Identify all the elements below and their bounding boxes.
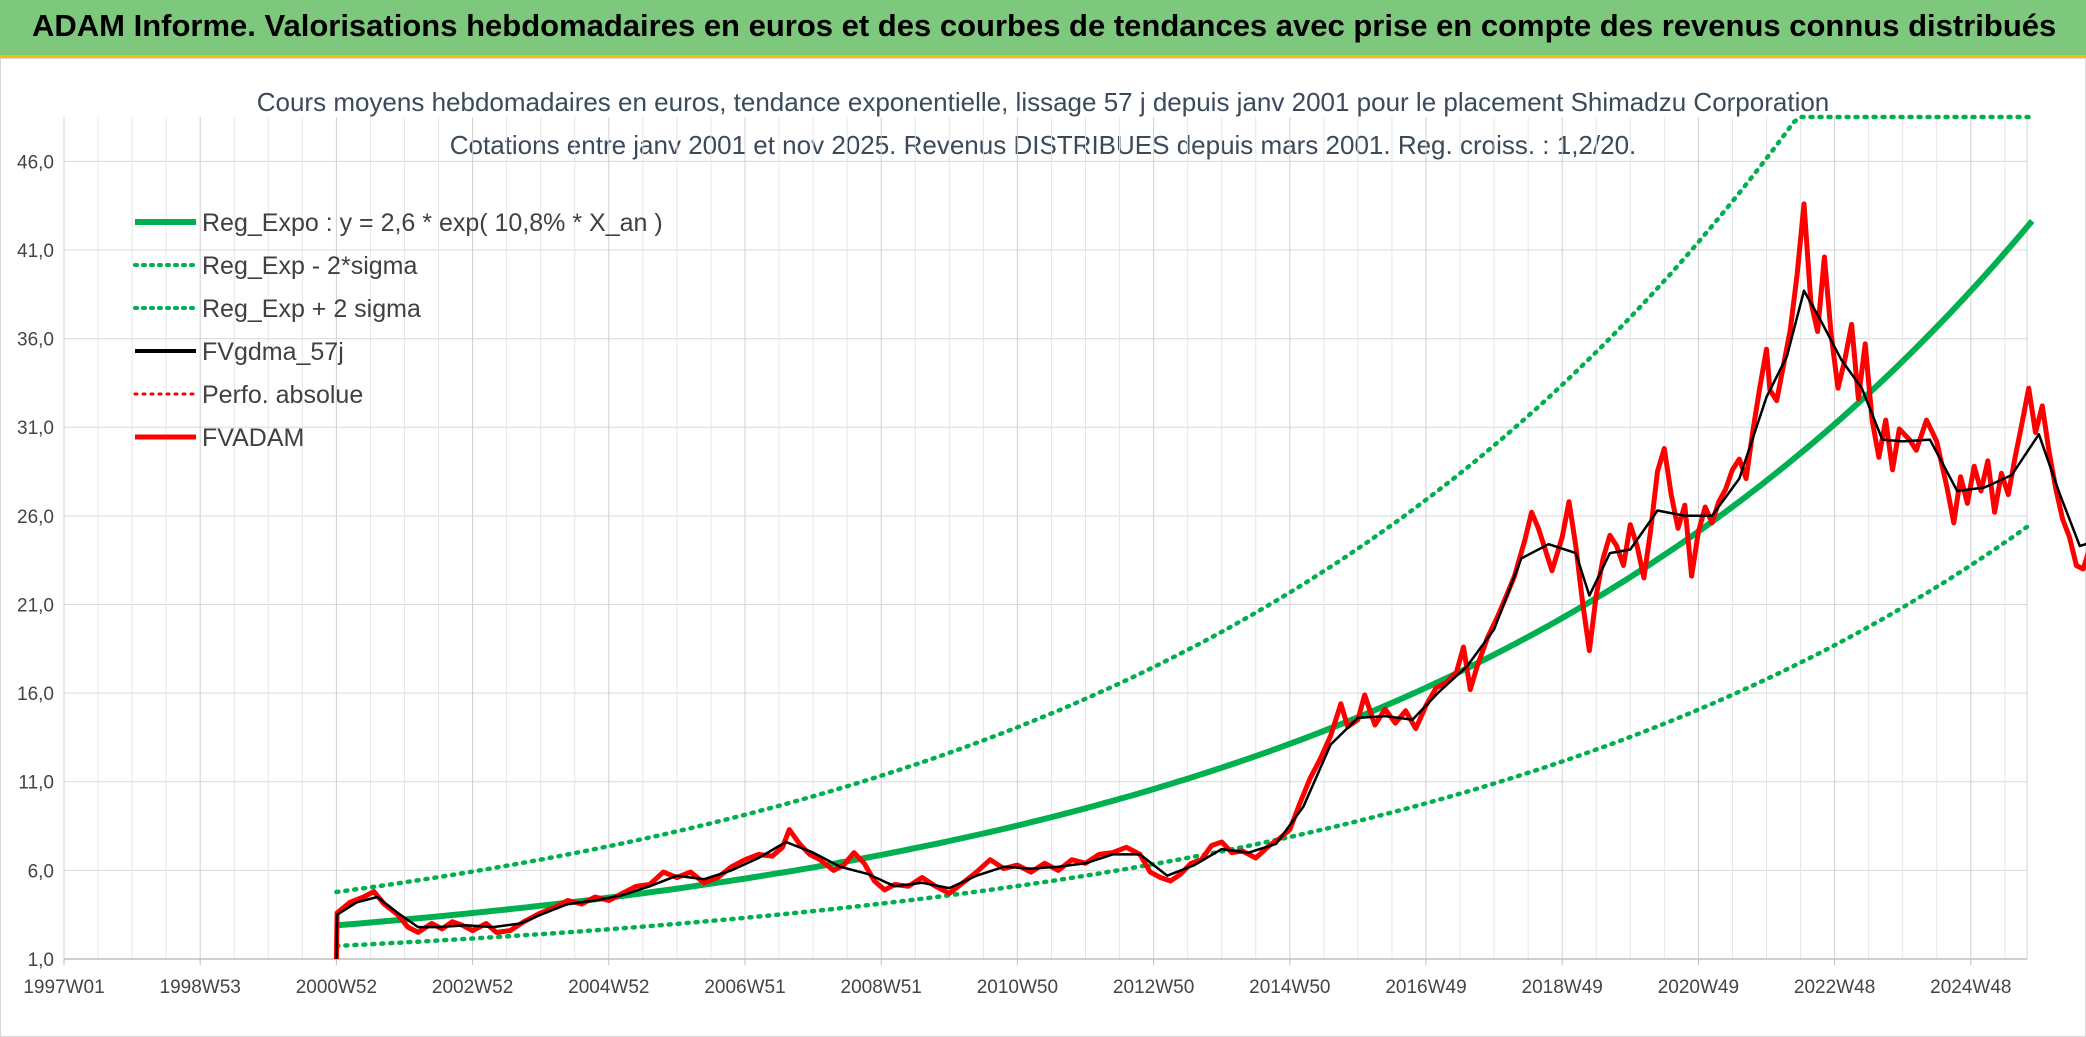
y-tick-label: 46,0: [17, 152, 54, 173]
legend: Reg_Expo : y = 2,6 * exp( 10,8% * X_an )…: [133, 209, 663, 452]
x-tick-label: 2002W52: [432, 977, 513, 998]
banner-title: ADAM Informe. Valorisations hebdomadaire…: [32, 8, 2057, 43]
x-tick-label: 1998W53: [160, 977, 241, 998]
chart-title-line2: Cotations entre janv 2001 et nov 2025. R…: [450, 130, 1637, 160]
y-tick-label: 1,0: [28, 950, 54, 971]
y-tick-label: 31,0: [17, 418, 54, 439]
x-tick-label: 2010W50: [977, 977, 1058, 998]
series-reg-exp-minus-2sigma: [334, 521, 2035, 949]
legend-label: FVADAM: [202, 424, 304, 452]
x-tick-label: 2016W49: [1385, 977, 1466, 998]
y-tick-label: 41,0: [17, 241, 54, 262]
x-tick-label: 2022W48: [1794, 977, 1875, 998]
x-tick-label: 2024W48: [1930, 977, 2011, 998]
axis-tick-labels: 1,0 6,0 11,0 16,0 21,0 26,0 31,0 36,0 41,0 46,0 19…: [17, 152, 2011, 998]
y-tick-label: 6,0: [28, 861, 54, 882]
x-tick-label: 2000W52: [296, 977, 377, 998]
chart-title-line1: Cours moyens hebdomadaires en euros, ten…: [257, 87, 1830, 117]
x-tick-label: 2004W52: [568, 977, 649, 998]
legend-label: Reg_Expo : y = 2,6 * exp( 10,8% * X_an ): [202, 209, 663, 237]
gridlines: [63, 117, 2028, 965]
x-tick-label: 2012W50: [1113, 977, 1194, 998]
x-tick-label: 2018W49: [1522, 977, 1603, 998]
y-tick-label: 21,0: [17, 595, 54, 616]
series-reg-exp-plus-2sigma: [334, 114, 2035, 895]
x-tick-label: 2008W51: [841, 977, 922, 998]
x-tick-label: 2020W49: [1658, 977, 1739, 998]
x-tick-label: 2014W50: [1249, 977, 1330, 998]
x-tick-label: 2006W51: [704, 977, 785, 998]
legend-label: Reg_Exp - 2*sigma: [202, 252, 417, 280]
y-tick-label: 26,0: [17, 507, 54, 528]
x-tick-label: 1997W01: [23, 977, 104, 998]
legend-label: Perfo. absolue: [202, 381, 363, 409]
y-tick-label: 36,0: [17, 330, 54, 351]
title-banner: ADAM Informe. Valorisations hebdomadaire…: [0, 0, 2086, 58]
series-layer: [333, 114, 2086, 960]
y-tick-label: 11,0: [18, 773, 54, 794]
legend-label: FVgdma_57j: [202, 338, 344, 366]
series-fvgdma-57j: [335, 289, 2086, 960]
series-fvadam: [333, 201, 2086, 960]
series-reg-expo: [336, 218, 2035, 929]
legend-label: Reg_Exp + 2 sigma: [202, 295, 421, 323]
y-tick-label: 16,0: [17, 684, 54, 705]
